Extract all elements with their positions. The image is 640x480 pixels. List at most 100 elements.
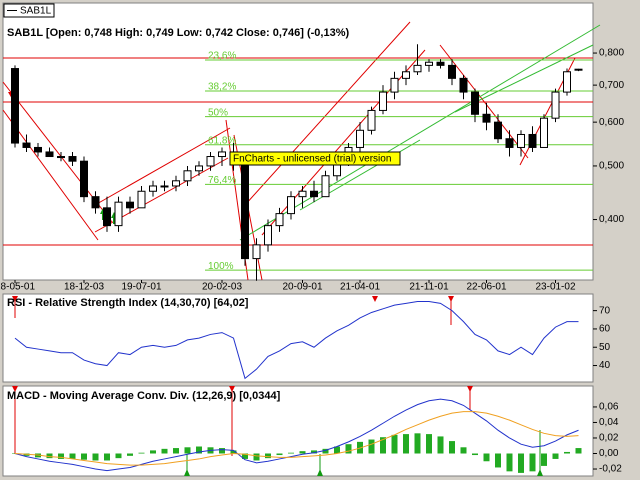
y-tick-label: 40 — [599, 360, 611, 371]
candle-body — [402, 71, 410, 79]
candle-body — [356, 129, 364, 148]
histogram-bar — [219, 448, 225, 454]
candle-body — [482, 113, 491, 123]
x-tick-label: 19-07-01 — [121, 282, 161, 293]
histogram-bar — [173, 448, 179, 454]
histogram-bar — [460, 447, 467, 454]
candle-body — [459, 77, 468, 93]
histogram-bar — [380, 437, 386, 454]
histogram-bar — [184, 447, 191, 454]
candle-body — [367, 109, 376, 131]
histogram-bar — [311, 450, 317, 454]
candle-body — [241, 160, 249, 260]
macd-line — [14, 411, 579, 466]
histogram-bar — [46, 453, 53, 459]
histogram-bar — [242, 453, 248, 459]
y-tick-label: 0,400 — [599, 214, 624, 225]
y-tick-label: 60 — [599, 324, 611, 335]
candle-body — [45, 151, 54, 158]
candle-body — [160, 185, 169, 188]
histogram-bar — [299, 451, 306, 454]
x-tick-label: 23-01-02 — [535, 282, 575, 293]
histogram-bar — [58, 453, 64, 459]
histogram-bar — [426, 434, 432, 454]
legend-box — [3, 3, 55, 18]
histogram-bar — [575, 448, 582, 454]
y-tick-label: 0,02 — [599, 433, 619, 444]
candle-body — [310, 190, 318, 198]
y-tick-label: 0,500 — [599, 161, 624, 172]
histogram-bar — [518, 453, 524, 473]
histogram-bar — [495, 453, 501, 468]
histogram-bar — [69, 453, 76, 459]
candle-body — [436, 61, 445, 66]
histogram-bar — [265, 453, 271, 459]
candle-body — [379, 91, 387, 111]
fib-label: 76,4% — [208, 175, 236, 186]
y-tick-label: 0,00 — [599, 448, 619, 459]
candle-body — [218, 151, 226, 158]
annotation-text: FnCharts - unlicensed (trial) version — [233, 154, 391, 165]
fib-label: 100% — [208, 261, 234, 272]
price-panel — [2, 2, 594, 281]
histogram-bar — [288, 452, 294, 454]
candle-body — [505, 138, 514, 148]
candle-body — [574, 68, 583, 71]
candle-body — [80, 160, 88, 198]
candle-body — [264, 225, 272, 246]
annotation: FnCharts - unlicensed (trial) version — [229, 151, 401, 166]
histogram-bar — [403, 434, 409, 454]
candle-body — [172, 180, 180, 187]
histogram-bar — [104, 453, 110, 461]
x-tick-label: 21-11-01 — [409, 282, 449, 293]
histogram-bar — [541, 453, 547, 466]
histogram-bar — [138, 452, 145, 454]
candle-body — [57, 156, 65, 159]
histogram-bar — [345, 444, 352, 454]
rsi-panel — [2, 293, 594, 383]
histogram-bar — [230, 450, 237, 454]
candle-body — [103, 207, 111, 227]
histogram-bar — [552, 453, 559, 459]
histogram-bar — [414, 433, 421, 454]
histogram-bar — [161, 448, 168, 454]
macd-title: MACD - Moving Average Conv. Div. (12,26,… — [7, 390, 281, 402]
y-tick-label: 0,600 — [599, 117, 624, 128]
candle-body — [563, 71, 571, 93]
histogram-bar — [391, 434, 398, 454]
histogram-bar — [322, 448, 329, 454]
candle-body — [137, 190, 146, 209]
candle-body — [517, 133, 525, 148]
histogram-bar — [449, 441, 455, 454]
candle-body — [91, 196, 100, 209]
y-tick-label: -0,02 — [599, 464, 622, 475]
y-tick-label: 50 — [599, 342, 611, 353]
candle-body — [321, 175, 330, 198]
candle-body — [206, 156, 215, 167]
annotation-box — [229, 151, 401, 166]
candle-body — [287, 196, 295, 215]
candle-body — [551, 91, 560, 119]
macd-panel — [2, 385, 594, 477]
candle-body — [413, 64, 422, 73]
fib-label: 61,8% — [208, 135, 236, 146]
candle-body — [390, 77, 399, 93]
legend-label: SAB1L — [20, 6, 52, 17]
candle-body — [528, 133, 537, 148]
x-tick-label: 22-06-01 — [466, 282, 506, 293]
histogram-bar — [276, 453, 283, 456]
candle-body — [252, 244, 261, 260]
rsi-line — [14, 300, 579, 380]
histogram-bar — [150, 450, 156, 454]
x-tick-label: 21-04-01 — [340, 282, 380, 293]
y-tick-label: 0,06 — [599, 402, 619, 413]
y-tick-label: 0,700 — [599, 80, 624, 91]
fib-label: 38,2% — [208, 82, 236, 93]
histogram-bar — [437, 436, 444, 454]
y-tick-label: 70 — [599, 305, 611, 316]
histogram-bar — [92, 453, 99, 461]
histogram-bar — [506, 453, 513, 472]
candle-body — [275, 213, 284, 227]
